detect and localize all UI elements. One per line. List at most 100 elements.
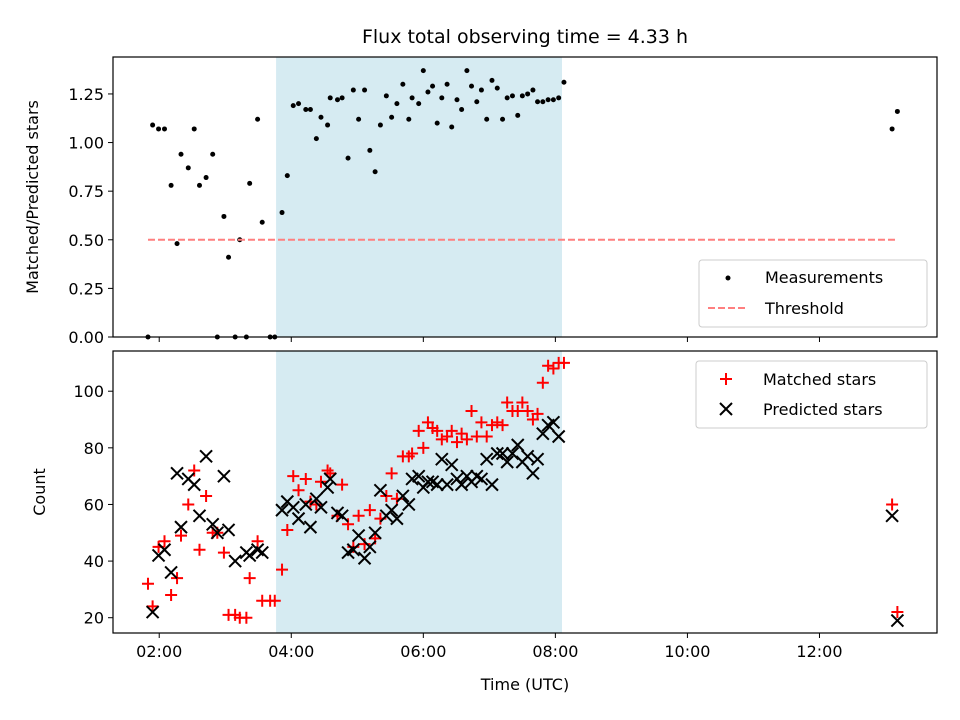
legend-dot-marker	[725, 275, 731, 281]
predicted-stars-point	[402, 497, 416, 512]
matched-stars-point	[158, 535, 171, 548]
predicted-stars-point	[145, 605, 160, 619]
legend-label-predicted: Predicted stars	[763, 400, 883, 419]
x-tick-label: 12:00	[796, 642, 842, 661]
measurements-point	[162, 126, 167, 132]
predicted-stars-point	[242, 548, 257, 563]
bottom-panel-legend: Matched stars Predicted stars	[695, 360, 928, 429]
measurements-point	[345, 155, 351, 161]
predicted-stars-point	[526, 466, 540, 481]
legend-plus-marker	[720, 373, 732, 385]
matched-stars-point	[324, 467, 337, 480]
predicted-stars-point	[351, 528, 366, 543]
predicted-stars-point	[174, 520, 188, 534]
measurements-point	[409, 95, 415, 101]
matched-stars-point	[299, 472, 312, 485]
predicted-stars-point	[495, 446, 510, 461]
predicted-stars-point	[530, 452, 545, 466]
matched-stars-point	[188, 464, 201, 477]
measurements-point	[459, 107, 465, 112]
measurements-point	[221, 213, 227, 219]
y-tick-label: 0.00	[68, 328, 104, 347]
predicted-stars-point	[384, 503, 399, 517]
matched-stars-point	[445, 424, 458, 437]
matched-stars-point	[146, 600, 159, 613]
measurements-point	[279, 210, 285, 216]
matched-stars-point	[450, 436, 463, 449]
predicted-stars-point	[170, 466, 184, 481]
matched-stars-point	[310, 498, 323, 511]
matched-stars-point	[501, 396, 514, 409]
predicted-stars-point	[430, 477, 444, 492]
matched-stars-point	[431, 424, 444, 437]
predicted-stars-point	[217, 469, 231, 483]
measurements-point	[383, 93, 389, 99]
predicted-stars-point	[396, 489, 410, 503]
predicted-stars-point	[309, 492, 324, 506]
predicted-stars-point	[187, 477, 201, 492]
matched-stars-point	[536, 376, 549, 389]
measurements-point	[356, 116, 362, 122]
predicted-stars-point	[546, 415, 561, 430]
measurements-point	[325, 122, 331, 128]
predicted-stars-point	[373, 483, 388, 498]
predicted-stars-point	[551, 429, 566, 444]
matched-stars-point	[547, 362, 560, 375]
predicted-stars-point	[435, 452, 449, 466]
measurements-point	[290, 103, 296, 109]
predicted-stars-point	[335, 509, 349, 523]
matched-stars-point	[491, 416, 504, 429]
predicted-stars-point	[275, 503, 289, 517]
bottom-panel-y-ticks: 20 40 60 80 100	[73, 382, 113, 628]
measurements-point	[313, 136, 319, 142]
predicted-stars-point	[474, 472, 489, 486]
predicted-stars-point	[421, 475, 435, 489]
measurements-point	[372, 169, 378, 175]
predicted-stars-point	[500, 455, 514, 469]
matched-stars-point	[417, 441, 430, 454]
predicted-stars-point	[445, 458, 459, 472]
matched-stars-point	[465, 405, 478, 418]
measurements-point	[889, 126, 895, 132]
bottom-panel: 02:00 04:00 06:00 08:00 10:00 12:00 20 40 60 80 1…	[30, 350, 938, 661]
bottom-legend-box	[695, 360, 928, 429]
predicted-stars-point	[390, 511, 404, 526]
matched-stars-point	[531, 407, 544, 420]
x-tick-label: 10:00	[664, 642, 710, 661]
legend-label-measurements: Measurements	[765, 268, 883, 287]
x-axis-label: Time (UTC)	[480, 675, 569, 694]
measurements-point	[210, 151, 216, 157]
predicted-stars-point	[405, 472, 419, 486]
matched-stars-point	[358, 538, 371, 551]
measurements-point	[196, 182, 202, 188]
matched-stars-point	[175, 529, 188, 542]
predicted-stars-point	[511, 438, 525, 452]
measurements-point	[484, 116, 490, 122]
predicted-stars-point	[192, 509, 207, 523]
measurements-point	[389, 114, 395, 120]
measurements-point	[156, 126, 162, 132]
matched-stars-point	[496, 419, 509, 432]
y-tick-label: 0.25	[68, 279, 104, 298]
measurements-point	[168, 182, 174, 188]
measurements-point	[178, 151, 184, 157]
predicted-stars-point	[485, 477, 499, 492]
measurements-point	[561, 79, 567, 85]
predicted-stars-point	[299, 497, 313, 512]
y-tick-label: 1.00	[68, 134, 104, 153]
predicted-stars-point	[411, 469, 426, 483]
measurements-point	[469, 83, 475, 89]
matched-stars-point	[243, 572, 256, 585]
measurements-point	[174, 241, 180, 247]
matched-stars-point	[485, 419, 498, 432]
predicted-stars-point	[520, 449, 535, 464]
top-panel-frame	[112, 56, 938, 338]
measurements-point	[439, 95, 445, 101]
top-legend-box	[698, 259, 928, 328]
y-tick-label: 40	[84, 552, 104, 571]
matched-stars-point	[141, 577, 154, 590]
matched-stars-point	[314, 475, 327, 488]
matched-stars-point	[342, 518, 355, 531]
legend-x-marker	[719, 402, 733, 416]
measurements-point	[203, 175, 209, 181]
